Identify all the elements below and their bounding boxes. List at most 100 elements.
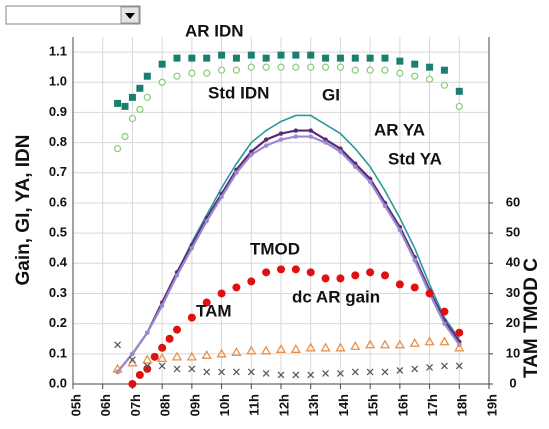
marker bbox=[410, 283, 419, 292]
marker bbox=[381, 54, 389, 62]
marker bbox=[263, 137, 269, 142]
marker bbox=[188, 69, 196, 77]
marker bbox=[128, 93, 136, 101]
y2-tick-label: 50 bbox=[506, 225, 520, 240]
y-tick-label: 1.0 bbox=[49, 74, 67, 89]
x-tick-label: 05h bbox=[68, 394, 83, 416]
marker bbox=[411, 60, 419, 68]
marker bbox=[249, 152, 254, 157]
marker bbox=[203, 368, 211, 376]
marker bbox=[411, 72, 419, 80]
marker bbox=[381, 271, 389, 280]
marker bbox=[277, 51, 285, 59]
marker bbox=[129, 356, 136, 364]
marker bbox=[158, 343, 167, 352]
marker bbox=[367, 179, 373, 185]
y-tick-label: 1.1 bbox=[49, 44, 67, 59]
y-tick-label: 0.8 bbox=[49, 134, 67, 149]
x-tick-label: 15h bbox=[366, 394, 381, 416]
y-tick-label: 0.3 bbox=[49, 285, 67, 300]
marker bbox=[409, 337, 420, 347]
marker bbox=[174, 273, 180, 278]
marker bbox=[305, 342, 316, 352]
x-tick-label: 16h bbox=[395, 394, 410, 416]
x-tick-label: 19h bbox=[484, 394, 499, 416]
marker bbox=[440, 66, 448, 74]
marker bbox=[114, 341, 121, 349]
marker bbox=[379, 339, 391, 349]
marker bbox=[321, 63, 330, 71]
marker bbox=[246, 345, 257, 355]
marker bbox=[247, 51, 255, 59]
marker bbox=[277, 265, 285, 274]
marker bbox=[411, 365, 419, 373]
marker bbox=[353, 164, 358, 169]
y-tick-label: 0.4 bbox=[49, 255, 68, 270]
series-line bbox=[116, 135, 461, 373]
y-tick-label: 0.6 bbox=[49, 194, 67, 209]
x-tick-label: 13h bbox=[306, 394, 321, 416]
marker bbox=[231, 347, 242, 356]
x-tick-label: 17h bbox=[425, 394, 440, 416]
marker bbox=[426, 63, 434, 71]
marker bbox=[426, 363, 433, 371]
marker bbox=[323, 137, 328, 142]
y-tick-label: 0.1 bbox=[49, 345, 67, 360]
marker bbox=[232, 54, 240, 62]
marker bbox=[143, 93, 151, 101]
marker bbox=[455, 87, 463, 95]
marker bbox=[262, 370, 270, 377]
marker bbox=[455, 102, 463, 111]
marker bbox=[397, 227, 403, 233]
marker bbox=[234, 170, 239, 175]
y-tick-label: 0.2 bbox=[49, 315, 67, 330]
marker bbox=[323, 140, 328, 145]
series-label: AR YA bbox=[374, 120, 425, 139]
y-tick-label: 0.9 bbox=[49, 104, 67, 119]
y2-tick-label: 30 bbox=[506, 285, 520, 300]
y2-tick-label: 0 bbox=[509, 375, 516, 390]
marker bbox=[203, 69, 211, 77]
marker bbox=[290, 343, 301, 353]
marker bbox=[143, 362, 151, 370]
marker bbox=[307, 63, 315, 71]
marker bbox=[165, 334, 174, 343]
marker bbox=[322, 370, 329, 377]
dropdown[interactable] bbox=[5, 5, 141, 25]
marker bbox=[306, 268, 315, 277]
marker bbox=[173, 54, 181, 62]
marker bbox=[381, 368, 389, 376]
marker bbox=[136, 84, 144, 92]
y2-tick-label: 10 bbox=[506, 345, 520, 360]
marker bbox=[188, 54, 196, 62]
marker bbox=[278, 131, 284, 136]
y2-axis-title: TAM TMOD C bbox=[521, 258, 542, 378]
x-tick-label: 18h bbox=[455, 394, 470, 416]
y-axis-title: Gain, GI, YA, IDN bbox=[13, 135, 34, 286]
marker bbox=[439, 336, 450, 346]
marker bbox=[425, 289, 434, 298]
series-label: Std YA bbox=[388, 149, 442, 168]
marker bbox=[440, 81, 449, 89]
marker bbox=[216, 348, 227, 358]
marker bbox=[381, 66, 389, 74]
series-label: AR IDN bbox=[185, 21, 244, 40]
marker bbox=[308, 134, 313, 139]
marker bbox=[150, 352, 159, 361]
marker bbox=[171, 351, 183, 361]
series-label: Std IDN bbox=[208, 83, 269, 102]
x-tick-label: 09h bbox=[187, 394, 202, 416]
marker bbox=[350, 340, 361, 350]
marker bbox=[128, 114, 137, 123]
series-label: TAM bbox=[196, 301, 232, 320]
marker bbox=[218, 368, 225, 376]
marker bbox=[292, 51, 300, 59]
series-line bbox=[116, 129, 461, 373]
x-tick-label: 07h bbox=[128, 394, 143, 416]
marker bbox=[336, 54, 344, 62]
marker bbox=[292, 371, 300, 379]
marker bbox=[201, 350, 212, 359]
marker bbox=[114, 99, 122, 107]
